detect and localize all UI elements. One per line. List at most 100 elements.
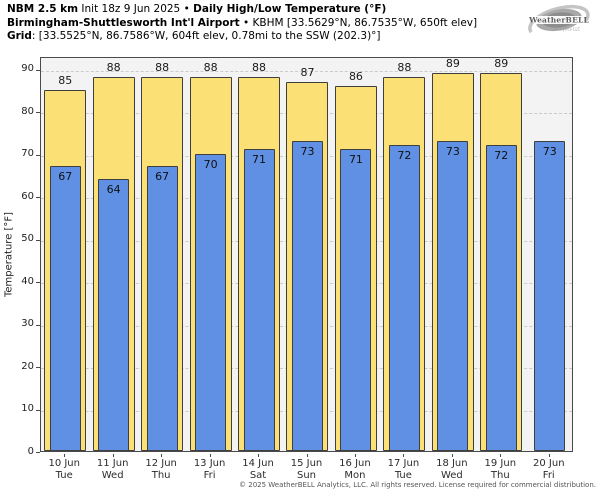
header-line-1: NBM 2.5 km Init 18z 9 Jun 2025 • Daily H… [7,3,477,17]
x-tick-label: 16 Jun Mon [331,458,379,481]
x-tick-mark [112,454,114,457]
low-value-label: 64 [106,183,121,197]
low-bar: 67 [49,166,81,451]
low-bar: 67 [146,166,178,451]
y-tick-mark [36,69,40,71]
x-tick-day: Thu [151,469,171,481]
low-value-label: 73 [300,144,315,158]
y-tick-mark [36,409,40,411]
x-tick-date: 11 Jun [96,458,129,469]
y-tick-mark [36,367,40,369]
y-tick-mark [36,452,40,453]
product-title: Daily High/Low Temperature (°F) [193,3,387,15]
header-line-3: Grid: [33.5525°N, 86.7586°W, 604ft elev,… [7,30,477,44]
grid-meta: : [33.5525°N, 86.7586°W, 604ft elev, 0.7… [31,30,381,42]
x-tick-date: 10 Jun [48,458,80,469]
y-tick-label: 90 [21,63,34,75]
separator-dot: • [183,3,190,15]
station-meta: KBHM [33.5629°N, 86.7535°W, 650ft elev] [252,16,478,29]
x-tick-date: 18 Jun [436,458,468,469]
high-value-label: 88 [252,61,267,75]
bar-group-11-jun: 88 64 [89,58,137,451]
x-tick-day: Sat [249,469,267,481]
low-bar: 73 [291,140,323,451]
y-tick-mark [36,112,40,114]
x-tick-mark [354,454,356,457]
init-time: Init 18z 9 Jun 2025 [81,3,181,15]
x-tick-label: 20 Jun Fri [525,458,573,481]
bar-group-12-jun: 88 67 [138,58,186,451]
y-tick-label: 40 [21,275,34,287]
low-value-label: 70 [203,157,218,171]
x-tick-mark [451,454,453,457]
x-tick-mark [209,454,211,457]
x-tick-label: 15 Jun Sun [282,458,330,481]
x-tick-mark [64,454,66,457]
low-bar: 73 [437,140,469,451]
x-tick-day: Mon [344,469,366,481]
x-tick-mark [258,454,260,457]
bar-group-18-jun: 89 73 [429,57,477,451]
high-value-label: 86 [348,69,363,83]
gridline-90 [41,70,572,72]
x-tick-date: 20 Jun [533,458,565,469]
bar-group-15-jun: 87 73 [283,58,331,451]
low-bar: 73 [534,140,566,451]
low-value-label: 73 [542,144,557,158]
bar-group-17-jun: 88 72 [380,58,428,451]
logo-text-band [533,16,585,24]
high-value-label: 87 [300,65,315,79]
y-tick-label: 60 [21,190,34,202]
high-value-label: 85 [58,74,73,87]
y-tick-mark [36,282,40,284]
low-bar: 71 [340,149,372,451]
x-tick-mark [161,454,163,457]
header-line-2: Birmingham-Shuttlesworth Int'l Airport •… [7,17,477,31]
y-tick-label: 50 [21,233,34,245]
y-tick-label: 0 [27,445,34,457]
y-tick-label: 70 [21,148,34,160]
bar-group-19-jun: 89 72 [477,57,525,451]
weatherbell-logo: WeatherBELL Analytics LLC [528,4,590,34]
low-value-label: 73 [445,144,460,158]
x-tick-date: 14 Jun [242,458,274,469]
x-tick-date: 16 Jun [339,458,371,469]
low-bar: 64 [98,179,130,451]
x-tick-label: 17 Jun Tue [379,458,427,481]
x-tick-date: 19 Jun [484,458,517,469]
x-tick-label: 18 Jun Wed [428,458,476,481]
low-value-label: 67 [155,170,170,184]
model-name: NBM 2.5 km [7,3,79,15]
high-value-label: 89 [445,57,460,70]
y-tick-label: 10 [21,403,34,414]
x-tick-mark [548,454,550,457]
bar-group-16-jun: 86 71 [332,58,380,451]
x-tick-label: 12 Jun Thu [137,458,185,481]
high-value-label: 89 [494,57,509,70]
chart-header: NBM 2.5 km Init 18z 9 Jun 2025 • Daily H… [7,3,477,44]
x-tick-day: Sun [296,469,316,481]
x-tick-day: Wed [101,469,124,481]
x-tick-label: 19 Jun Thu [476,458,524,481]
bar-group-13-jun: 88 70 [186,58,234,451]
y-tick-label: 30 [21,318,34,330]
logo-sub-text: Analytics LLC [554,27,581,32]
low-bar: 72 [388,145,420,451]
plot-area: 85 67 88 64 88 67 88 70 88 71 87 73 86 71 88 72 89 73 89 72… [40,57,573,452]
x-tick-day: Fri [542,469,555,481]
x-tick-date: 15 Jun [290,458,323,469]
x-tick-day: Fri [203,469,216,481]
low-bar: 70 [195,153,227,451]
x-tick-label: 13 Jun Fri [185,458,233,481]
grid-label: Grid [7,30,32,42]
copyright-notice: © 2025 WeatherBELL Analytics, LLC. All r… [239,481,596,489]
x-tick-label: 10 Jun Tue [40,458,88,481]
bar-group-14-jun: 88 71 [235,58,283,451]
y-tick-mark [36,239,40,241]
separator-dot: • [242,16,250,29]
x-tick-mark [500,454,502,457]
x-tick-day: Tue [394,469,412,481]
x-tick-label: 11 Jun Wed [88,458,136,481]
y-tick-label: 80 [21,105,34,117]
